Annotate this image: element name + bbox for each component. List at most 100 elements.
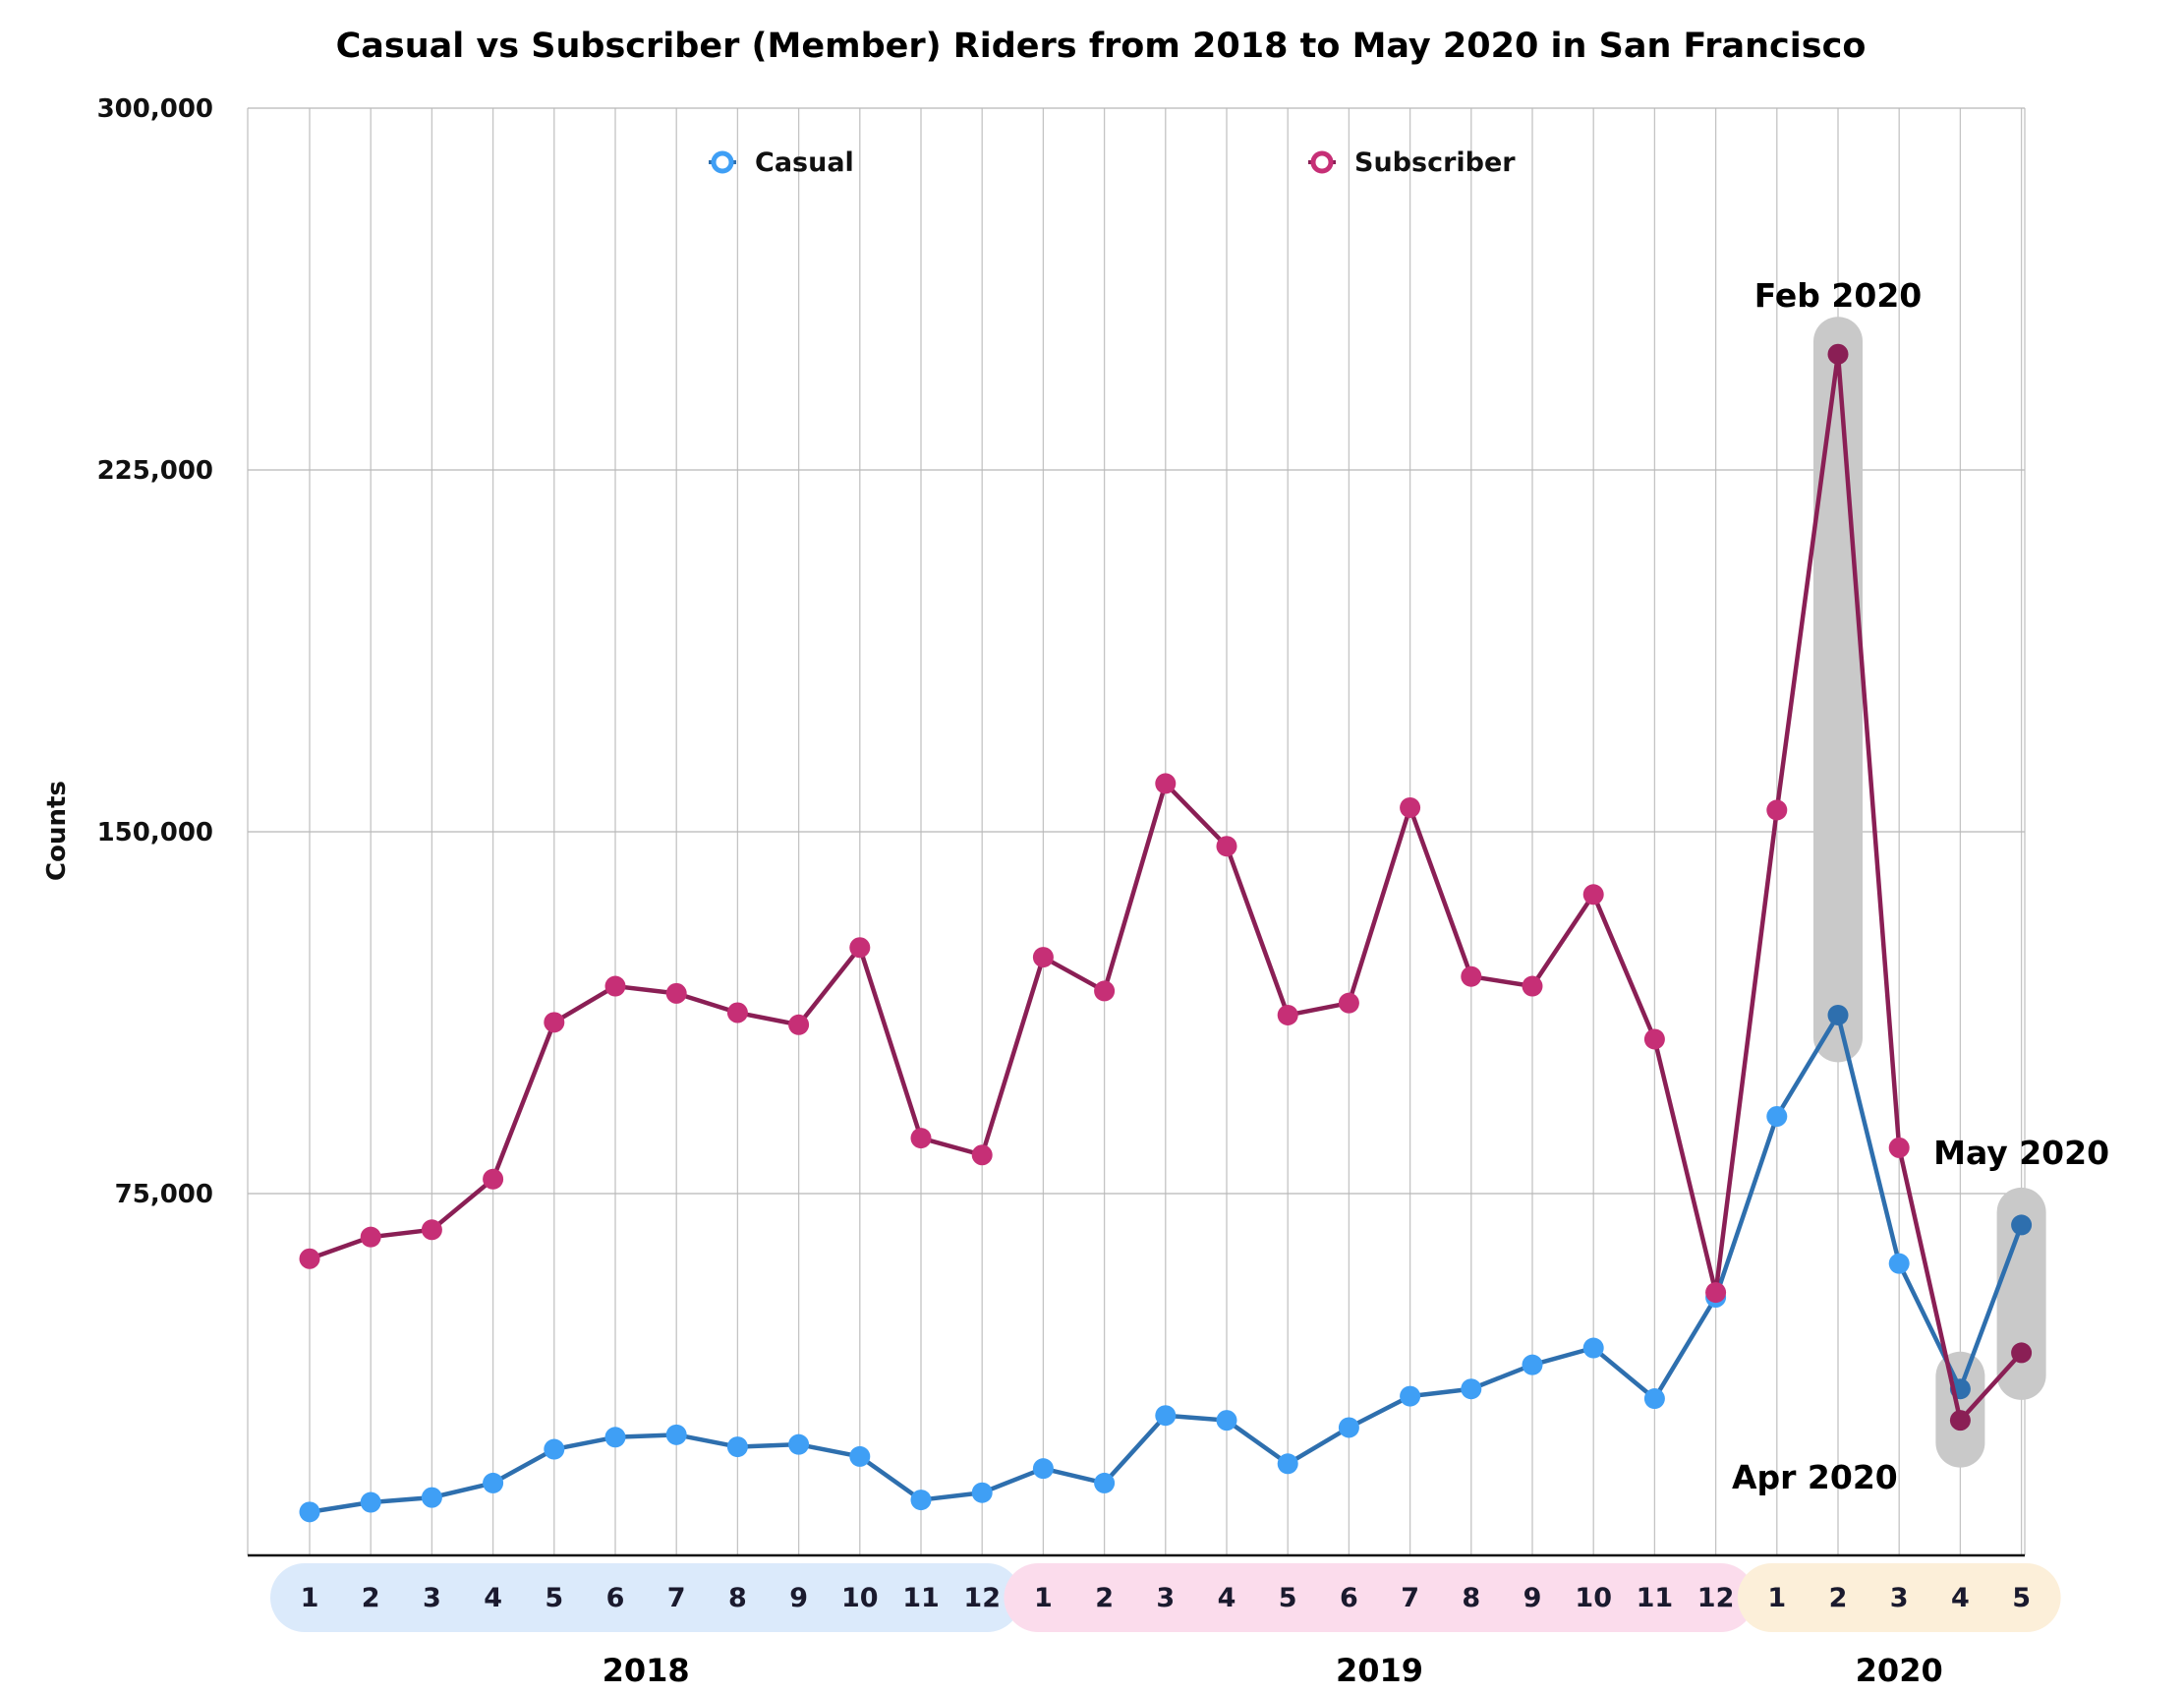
x-tick-label: 4 <box>1218 1583 1236 1613</box>
x-tick-label: 7 <box>667 1583 686 1613</box>
data-point-casual <box>1400 1385 1421 1407</box>
y-axis-title: Counts <box>42 781 72 881</box>
annotation-label: Apr 2020 <box>1732 1458 1898 1496</box>
x-tick-label: 2 <box>362 1583 380 1613</box>
x-tick-label: 5 <box>2012 1583 2031 1613</box>
data-point-subscriber <box>1094 980 1116 1002</box>
data-point-casual <box>788 1433 810 1455</box>
legend-label-casual: Casual <box>755 147 854 178</box>
x-tick-label: 11 <box>902 1583 940 1613</box>
y-tick-label: 75,000 <box>115 1180 213 1209</box>
data-point-casual <box>421 1487 442 1508</box>
x-tick-label: 2 <box>1829 1583 1848 1613</box>
data-point-subscriber <box>1216 836 1237 857</box>
x-tick-label: 6 <box>1340 1583 1358 1613</box>
data-point-subscriber <box>2011 1342 2033 1364</box>
year-label: 2018 <box>603 1652 690 1689</box>
y-tick-label: 150,000 <box>97 818 213 848</box>
year-band-2020 <box>1737 1563 2061 1632</box>
x-tick-label: 9 <box>1523 1583 1542 1613</box>
data-point-casual <box>910 1490 932 1511</box>
data-point-subscriber <box>1582 884 1604 906</box>
data-point-casual <box>1888 1253 1910 1274</box>
x-tick-label: 3 <box>1890 1583 1909 1613</box>
data-point-casual <box>1094 1472 1116 1493</box>
data-point-subscriber <box>483 1168 504 1190</box>
year-label: 2020 <box>1856 1652 1943 1689</box>
data-point-subscriber <box>1461 965 1482 987</box>
data-point-casual <box>1643 1388 1665 1410</box>
x-tick-label: 5 <box>1279 1583 1297 1613</box>
data-point-casual <box>726 1436 748 1458</box>
data-point-casual <box>1155 1405 1177 1427</box>
x-tick-label: 3 <box>423 1583 441 1613</box>
data-point-casual <box>299 1501 320 1523</box>
data-point-subscriber <box>1338 992 1359 1014</box>
annotation-label: Feb 2020 <box>1754 276 1923 315</box>
data-point-subscriber <box>1949 1410 1971 1432</box>
data-point-casual <box>971 1482 993 1503</box>
data-point-casual <box>1277 1453 1298 1475</box>
annotations: Feb 2020 Apr 2020 May 2020 <box>1732 276 2109 1496</box>
data-point-subscriber <box>1643 1028 1665 1050</box>
data-point-casual <box>483 1472 504 1493</box>
legend-marker-casual <box>711 150 734 174</box>
x-tick-label: 4 <box>1951 1583 1970 1613</box>
data-point-subscriber <box>1766 799 1788 821</box>
data-point-subscriber <box>849 937 871 959</box>
data-point-casual <box>1338 1417 1359 1438</box>
highlight-band-2 <box>1996 1187 2046 1400</box>
y-tick-label: 300,000 <box>97 94 213 124</box>
annotation-label: May 2020 <box>1933 1134 2109 1172</box>
x-tick-label: 2 <box>1095 1583 1114 1613</box>
x-tick-label: 8 <box>1462 1583 1480 1613</box>
data-point-subscriber <box>1522 975 1543 997</box>
data-point-casual <box>1032 1458 1054 1480</box>
x-tick-label: 10 <box>1575 1583 1612 1613</box>
data-point-subscriber <box>971 1144 993 1166</box>
data-point-subscriber <box>604 975 626 997</box>
data-point-subscriber <box>544 1012 565 1033</box>
data-point-subscriber <box>360 1226 381 1248</box>
data-point-casual <box>849 1445 871 1467</box>
data-point-casual <box>604 1427 626 1448</box>
legend-label-subscriber: Subscriber <box>1354 147 1516 178</box>
x-tick-label: 3 <box>1156 1583 1175 1613</box>
x-tick-label: 1 <box>301 1583 319 1613</box>
data-point-subscriber <box>1277 1004 1298 1025</box>
data-point-subscriber <box>421 1219 442 1241</box>
x-tick-label: 4 <box>484 1583 502 1613</box>
data-point-casual <box>665 1424 687 1445</box>
x-tick-label: 7 <box>1401 1583 1419 1613</box>
data-point-casual <box>1766 1105 1788 1127</box>
data-point-casual <box>2011 1214 2033 1236</box>
year-band-2018 <box>270 1563 1022 1632</box>
y-axis: 75,000 150,000 225,000 300,000 <box>97 94 213 1209</box>
x-tick-label: 12 <box>1697 1583 1735 1613</box>
data-point-subscriber <box>665 982 687 1004</box>
data-point-subscriber <box>910 1128 932 1149</box>
data-point-subscriber <box>1400 796 1421 818</box>
data-point-subscriber <box>299 1248 320 1269</box>
data-point-casual <box>1827 1004 1849 1025</box>
data-point-subscriber <box>1705 1282 1727 1304</box>
data-point-subscriber <box>726 1002 748 1023</box>
x-tick-label: 12 <box>963 1583 1001 1613</box>
data-point-casual <box>1461 1378 1482 1400</box>
x-tick-label: 5 <box>545 1583 563 1613</box>
data-point-subscriber <box>1032 947 1054 968</box>
grid <box>247 107 2026 1557</box>
highlight-band-0 <box>1813 317 1863 1063</box>
x-tick-label: 6 <box>606 1583 625 1613</box>
legend-marker-subscriber <box>1310 150 1334 174</box>
data-point-casual <box>360 1491 381 1513</box>
year-band-2019 <box>1004 1563 1755 1632</box>
data-point-subscriber <box>1155 773 1177 794</box>
x-tick-label: 8 <box>728 1583 747 1613</box>
data-point-casual <box>544 1438 565 1460</box>
year-label: 2019 <box>1336 1652 1423 1689</box>
y-tick-label: 225,000 <box>97 456 213 486</box>
series-layer <box>299 343 2033 1523</box>
